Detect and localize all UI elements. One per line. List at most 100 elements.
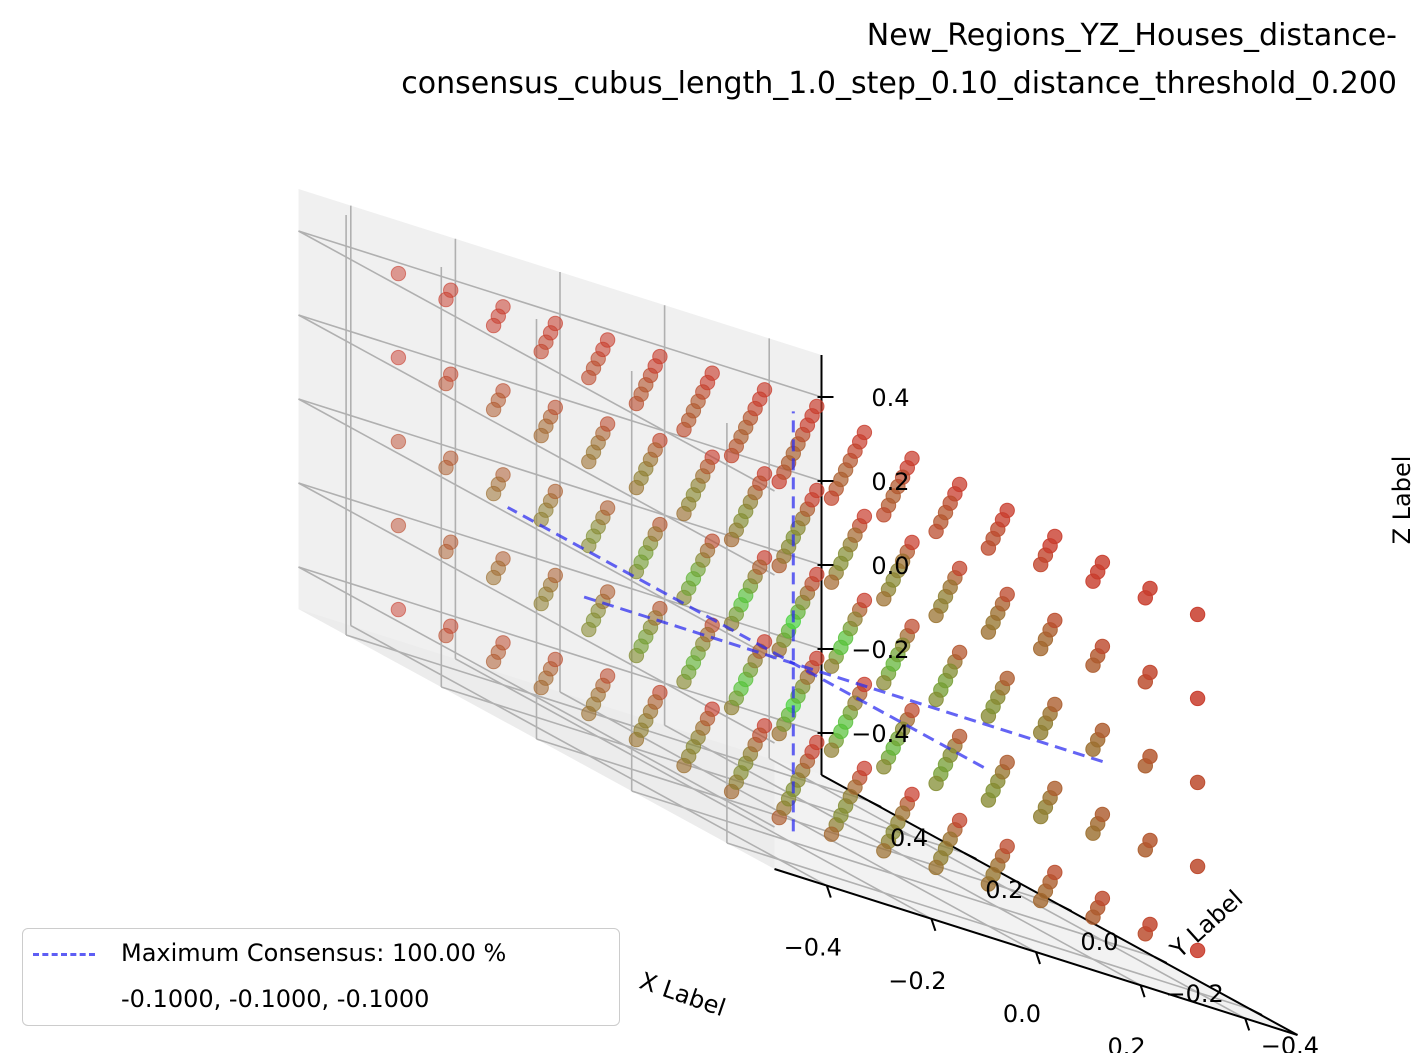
y-tick-mark (963, 852, 977, 860)
data-point (823, 658, 840, 674)
data-point (633, 722, 649, 738)
data-point (390, 265, 407, 282)
x-tick-mark (825, 885, 832, 898)
data-point (809, 566, 825, 583)
data-point (856, 424, 873, 441)
data-point (647, 694, 663, 710)
data-point (390, 517, 407, 534)
data-point (942, 747, 958, 763)
data-point (490, 476, 506, 492)
data-point (823, 826, 840, 842)
data-point (928, 607, 944, 624)
data-point (951, 728, 968, 745)
z-axis-label: Z Label (1388, 456, 1416, 545)
data-point (928, 775, 944, 792)
data-point (728, 690, 744, 706)
x-axis-label: X Label (636, 967, 729, 1022)
data-point (894, 805, 911, 821)
x-tick-label: 0.0 (1003, 1000, 1041, 1028)
data-point (443, 282, 459, 298)
data-point (894, 721, 911, 737)
data-point (951, 476, 968, 493)
legend-dashed-line-icon (33, 953, 95, 956)
y-axis-label: Y Label (1164, 885, 1248, 965)
data-point (1189, 858, 1206, 875)
data-point (633, 554, 649, 570)
data-point (823, 490, 840, 506)
data-point (752, 475, 768, 491)
data-point (1094, 806, 1111, 823)
x-tick-label: 0.2 (1108, 1033, 1146, 1053)
data-point (490, 560, 506, 576)
data-point (847, 611, 863, 627)
data-point (752, 391, 768, 407)
data-point (942, 663, 958, 679)
x-tick-mark (1035, 951, 1041, 965)
data-point (752, 559, 768, 575)
data-point (699, 710, 716, 727)
data-point (951, 644, 968, 661)
data-point (999, 502, 1015, 519)
data-point (928, 523, 944, 540)
data-point (1189, 942, 1206, 959)
x-tick-mark (930, 918, 937, 932)
y-tick-label: 0.2 (985, 876, 1023, 904)
data-point (823, 742, 840, 758)
data-point (876, 591, 892, 607)
y-tick-label: 0.4 (890, 824, 928, 852)
data-point (1189, 774, 1206, 791)
data-point (847, 527, 863, 543)
data-point (1047, 696, 1063, 713)
data-point (390, 433, 407, 450)
y-tick-mark (1059, 904, 1072, 912)
z-tick-label: −0.4 (851, 720, 909, 748)
z-tick-label: 0.4 (871, 384, 909, 412)
data-point (752, 727, 768, 743)
data-point (823, 574, 840, 590)
data-point (894, 637, 911, 653)
y-tick-label: −0.4 (1261, 1032, 1319, 1053)
data-point (699, 374, 716, 391)
chart-title-line-1: New_Regions_YZ_Houses_distance- (866, 18, 1397, 53)
data-point (999, 838, 1015, 855)
y-tick-mark (1249, 1008, 1263, 1016)
data-point (633, 386, 649, 402)
data-point (999, 586, 1015, 603)
data-point (1047, 612, 1063, 629)
data-point (681, 664, 697, 680)
z-tick-label: 0.0 (871, 552, 909, 580)
data-point (1142, 664, 1158, 681)
data-point (599, 500, 616, 516)
data-point (443, 450, 459, 466)
data-point (999, 670, 1015, 687)
x-tick-label: −0.4 (784, 934, 842, 962)
data-point (904, 534, 920, 551)
grid-lines (298, 205, 1251, 1020)
data-point (847, 443, 863, 459)
data-point (547, 567, 563, 584)
data-point (633, 470, 649, 486)
grid-line (441, 686, 965, 854)
data-point (809, 650, 825, 667)
y-tick-mark (868, 800, 882, 808)
data-point (490, 392, 506, 408)
data-point (942, 831, 958, 847)
data-point (647, 442, 663, 458)
grid-line (298, 230, 822, 398)
data-point (904, 786, 920, 803)
x-tick-mark (1139, 984, 1146, 998)
data-point (928, 691, 944, 708)
x-tick-label: −0.2 (888, 967, 946, 995)
data-point (1094, 554, 1111, 571)
grid-line (664, 724, 1141, 986)
data-point (443, 534, 459, 550)
data-point (894, 553, 911, 569)
data-point (681, 748, 697, 764)
data-point (1142, 832, 1158, 849)
data-point (547, 651, 563, 668)
data-point (809, 734, 825, 751)
legend-coordinates: -0.1000, -0.1000, -0.1000 (121, 985, 430, 1013)
data-point (942, 579, 958, 595)
data-point (728, 774, 744, 790)
